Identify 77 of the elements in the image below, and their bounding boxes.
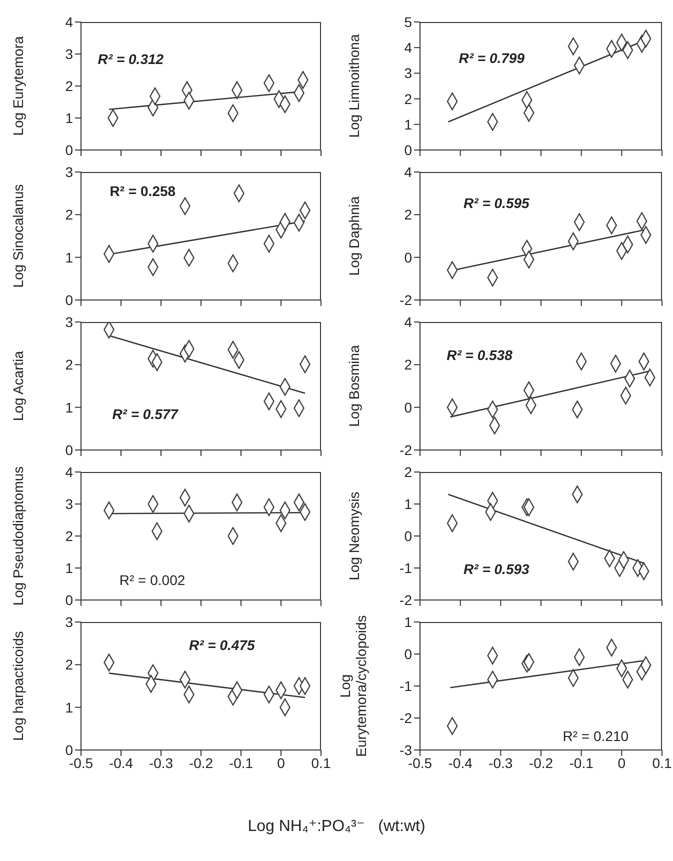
x-tick-label: 0.1 (311, 754, 331, 771)
y-axis-title: Log Eurytemora/cyclopoids (336, 615, 369, 757)
y-tick-label: 4 (65, 14, 74, 30)
y-tick-label: 0 (404, 528, 412, 544)
x-tick-label: -0.2 (528, 754, 554, 771)
annotation: R² = 0.258 (110, 183, 176, 200)
y-tick-label: 4 (404, 314, 412, 330)
y-tick-label: 3 (65, 496, 74, 512)
y-tick-label: -1 (400, 560, 412, 576)
annotation: R² = 0.002 (119, 572, 186, 588)
y-tick-label: 0 (404, 142, 412, 158)
x-tick-label: 0 (618, 754, 626, 771)
y-tick-label: -2 (400, 292, 412, 308)
annotation: R² = 0.312 (98, 51, 164, 68)
y-tick-label: 0 (65, 592, 74, 608)
x-tick-label: -0.3 (148, 754, 174, 771)
y-tick-label: 1 (65, 110, 74, 126)
y-tick-label: 5 (404, 14, 412, 30)
annotation: R² = 0.475 (189, 637, 255, 654)
x-tick-label: 0 (277, 754, 286, 771)
x-tick-label: -0.1 (569, 754, 594, 771)
y-tick-label: 3 (65, 614, 74, 630)
y-tick-label: -2 (400, 442, 412, 458)
y-tick-label: 2 (65, 206, 74, 223)
y-tick-label: 0 (404, 646, 412, 662)
y-tick-label: 4 (65, 464, 74, 480)
y-tick-label: 0 (404, 399, 412, 416)
x-tick-label: -0.2 (188, 754, 214, 771)
y-tick-label: 4 (404, 40, 412, 56)
annotation: R² = 0.799 (458, 50, 524, 66)
y-axis-title: Log Sinocalanus (10, 184, 26, 288)
y-tick-label: 3 (65, 164, 74, 180)
y-tick-label: 4 (404, 164, 412, 180)
y-tick-label: 2 (404, 356, 412, 373)
y-tick-label: 3 (65, 46, 74, 62)
y-axis-title: Log Pseudodiaptomus (10, 466, 26, 606)
annotation: R² = 0.210 (562, 728, 629, 744)
y-tick-label: 0 (65, 442, 74, 458)
y-axis-title: Log Daphnia (346, 196, 362, 276)
y-axis-title: Log harpacticoids (10, 631, 26, 741)
y-tick-label: 2 (65, 78, 74, 94)
y-tick-label: 0 (65, 292, 74, 308)
y-tick-label: 2 (65, 656, 74, 673)
y-tick-label: 2 (404, 464, 412, 480)
x-tick-label: -0.1 (228, 754, 254, 771)
y-tick-label: -1 (400, 678, 412, 694)
y-axis-title: Log Acartia (10, 350, 26, 422)
y-axis-title: Log Limnoithona (346, 34, 362, 138)
annotation: R² = 0.538 (446, 347, 512, 364)
y-tick-label: 1 (404, 496, 412, 512)
y-axis-title: Log Bosmina (346, 344, 362, 427)
y-tick-label: 3 (65, 314, 74, 330)
y-tick-label: -2 (400, 592, 412, 608)
y-axis-title: Log Eurytemora (10, 36, 26, 136)
annotation: R² = 0.593 (464, 561, 530, 578)
y-tick-label: 1 (65, 699, 74, 716)
y-tick-label: 3 (404, 65, 412, 82)
annotation: R² = 0.595 (464, 194, 530, 211)
y-tick-label: 2 (65, 356, 74, 373)
x-tick-label: -0.4 (448, 754, 473, 771)
y-tick-label: 1 (65, 560, 74, 576)
y-tick-label: 1 (404, 116, 412, 132)
y-tick-label: 1 (65, 399, 74, 416)
x-axis-title: Log NH₄⁺:PO₄³⁻ (wt:wt) (246, 817, 426, 836)
y-axis-title: Log Neomysis (346, 492, 362, 580)
x-tick-label: -0.4 (108, 754, 134, 771)
x-tick-label: 0.1 (652, 754, 672, 771)
annotation: R² = 0.577 (112, 406, 178, 422)
x-tick-label: -0.3 (488, 754, 513, 771)
y-tick-label: 1 (65, 249, 74, 266)
y-tick-label: 1 (404, 614, 412, 630)
y-tick-label: 2 (404, 206, 412, 223)
y-tick-label: 0 (65, 142, 74, 158)
y-tick-label: 0 (404, 249, 412, 266)
y-tick-label: -2 (400, 710, 412, 726)
y-tick-label: 2 (65, 528, 74, 544)
y-tick-label: 2 (404, 90, 412, 107)
